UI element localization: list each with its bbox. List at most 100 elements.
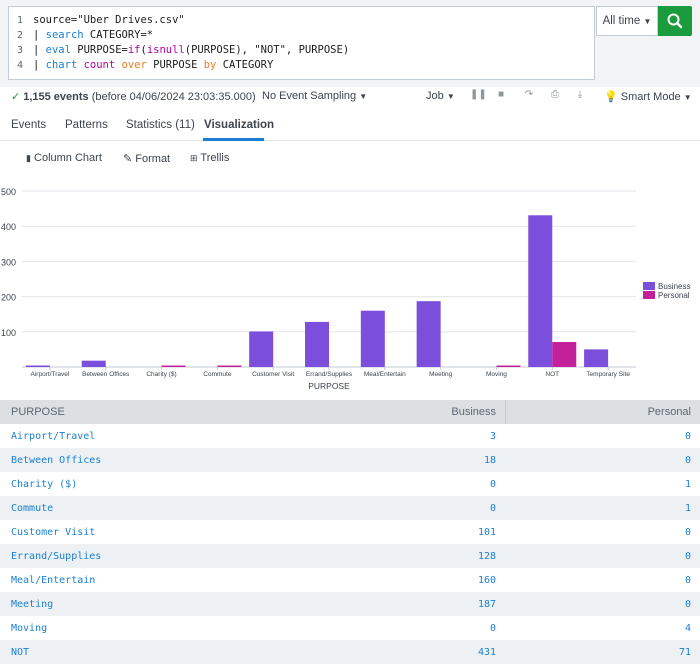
- business-cell[interactable]: 101: [477, 527, 496, 538]
- chart-type-button[interactable]: ▮ Column Chart: [26, 152, 102, 164]
- table-row[interactable]: Customer Visit 101 0: [0, 520, 700, 544]
- bar-business: [360, 310, 385, 367]
- search-mode-label: Smart Mode: [620, 91, 681, 103]
- column-header-business[interactable]: Business: [451, 406, 496, 418]
- legend-swatch: [643, 291, 655, 299]
- y-tick-label: 300: [1, 257, 16, 267]
- column-header-personal[interactable]: Personal: [647, 406, 691, 418]
- table-row[interactable]: Commute 0 1: [0, 496, 700, 520]
- x-tick-label: Charity ($): [146, 371, 176, 378]
- personal-cell[interactable]: 0: [684, 431, 691, 442]
- purpose-cell[interactable]: Between Offices: [11, 455, 102, 466]
- column-header-purpose[interactable]: PURPOSE: [11, 406, 65, 418]
- line-number: 4: [17, 60, 24, 71]
- caret-down-icon: ▼: [683, 93, 692, 102]
- x-tick-label: Customer Visit: [252, 371, 294, 378]
- active-tab-indicator: [203, 138, 264, 141]
- bar-business: [416, 301, 441, 367]
- time-range-picker[interactable]: All time ▼: [596, 6, 658, 36]
- x-tick-label: NOT: [545, 371, 559, 378]
- bar-business: [584, 349, 609, 367]
- purpose-cell[interactable]: Charity ($): [11, 479, 78, 490]
- legend-label: Business: [658, 282, 690, 291]
- job-menu[interactable]: Job ▼: [426, 90, 455, 102]
- tab-statistics[interactable]: Statistics (11): [126, 119, 195, 131]
- table-row[interactable]: Charity ($) 0 1: [0, 472, 700, 496]
- tab-patterns[interactable]: Patterns: [65, 119, 108, 131]
- results-tabs: Events Patterns Statistics (11) Visualiz…: [0, 111, 700, 141]
- business-cell[interactable]: 0: [489, 503, 496, 514]
- personal-cell[interactable]: 71: [678, 647, 691, 658]
- chart-type-label: Column Chart: [34, 152, 102, 164]
- personal-cell[interactable]: 1: [684, 479, 691, 490]
- print-icon[interactable]: ⎙: [551, 89, 559, 100]
- table-row[interactable]: Meeting 187 0: [0, 592, 700, 616]
- purpose-cell[interactable]: Airport/Travel: [11, 431, 96, 442]
- bar-personal: [161, 365, 186, 367]
- trellis-button[interactable]: ⊞ Trellis: [190, 152, 229, 164]
- purpose-cell[interactable]: Customer Visit: [11, 527, 96, 538]
- search-button[interactable]: [658, 6, 692, 36]
- purpose-cell[interactable]: Moving: [11, 623, 48, 634]
- personal-cell[interactable]: 1: [684, 503, 691, 514]
- business-cell[interactable]: 128: [477, 551, 496, 562]
- bar-business: [25, 365, 50, 367]
- table-row[interactable]: Meal/Entertain 160 0: [0, 568, 700, 592]
- y-tick-label: 400: [1, 222, 16, 232]
- x-tick-label: Temporary Site: [586, 371, 630, 378]
- business-cell[interactable]: 0: [489, 623, 496, 634]
- format-button[interactable]: ✎ Format: [123, 152, 170, 165]
- pause-icon[interactable]: ❚❚: [470, 89, 487, 100]
- y-tick-label: 200: [1, 293, 16, 303]
- share-icon[interactable]: ↷: [524, 89, 534, 100]
- business-cell[interactable]: 3: [489, 431, 496, 442]
- purpose-cell[interactable]: Meeting: [11, 599, 54, 610]
- export-icon[interactable]: ⤓: [577, 89, 583, 100]
- query-line-1: source="Uber Drives.csv": [33, 14, 185, 26]
- legend-swatch: [643, 282, 655, 290]
- visualization-toolbar: ▮ Column Chart ✎ Format ⊞ Trellis: [0, 148, 700, 170]
- event-count: ✓ 1,155 events (before 04/06/2024 23:03:3…: [11, 90, 256, 103]
- bar-personal: [552, 342, 577, 367]
- purpose-cell[interactable]: Commute: [11, 503, 54, 514]
- personal-cell[interactable]: 0: [684, 455, 691, 466]
- table-row[interactable]: Errand/Supplies 128 0: [0, 544, 700, 568]
- x-tick-label: Between Offices: [82, 371, 130, 378]
- business-cell[interactable]: 0: [489, 479, 496, 490]
- purpose-cell[interactable]: Errand/Supplies: [11, 551, 102, 562]
- search-icon: [667, 13, 683, 29]
- column-chart: 100 200 300 400 500 Airport/Travel Between Off…: [0, 178, 700, 400]
- tab-events[interactable]: Events: [11, 119, 47, 131]
- check-icon: ✓: [11, 91, 21, 103]
- table-row[interactable]: Moving 0 4: [0, 616, 700, 640]
- table-row[interactable]: Between Offices 18 0: [0, 448, 700, 472]
- format-label: Format: [135, 153, 171, 165]
- purpose-cell[interactable]: Meal/Entertain: [11, 575, 96, 586]
- stop-icon[interactable]: ■: [497, 89, 505, 100]
- y-tick-label: 500: [1, 187, 16, 197]
- pencil-icon: ✎: [123, 153, 133, 165]
- business-cell[interactable]: 18: [483, 455, 496, 466]
- search-mode-dropdown[interactable]: 💡 Smart Mode ▼: [604, 90, 692, 103]
- personal-cell[interactable]: 4: [684, 623, 691, 634]
- trellis-label: Trellis: [200, 152, 230, 164]
- business-cell[interactable]: 160: [477, 575, 496, 586]
- line-gutter: 1 2 3 4: [9, 7, 31, 79]
- table-row[interactable]: Airport/Travel 3 0: [0, 424, 700, 448]
- tab-visualization[interactable]: Visualization: [204, 119, 275, 131]
- caret-down-icon: ▼: [446, 92, 455, 101]
- line-number: 1: [17, 15, 24, 26]
- personal-cell[interactable]: 0: [684, 599, 691, 610]
- business-cell[interactable]: 187: [477, 599, 496, 610]
- search-editor[interactable]: 1 2 3 4 source="Uber Drives.csv" | searc…: [8, 6, 595, 80]
- event-count-value: 1,155 events: [23, 91, 89, 103]
- purpose-cell[interactable]: NOT: [11, 647, 30, 658]
- results-table: PURPOSE Business Personal Airport/Travel…: [0, 400, 700, 664]
- x-axis-title: PURPOSE: [308, 381, 350, 391]
- personal-cell[interactable]: 0: [684, 575, 691, 586]
- event-sampling-dropdown[interactable]: No Event Sampling ▼: [262, 90, 367, 102]
- business-cell[interactable]: 431: [477, 647, 496, 658]
- table-row[interactable]: NOT 431 71: [0, 640, 700, 664]
- personal-cell[interactable]: 0: [684, 527, 691, 538]
- personal-cell[interactable]: 0: [684, 551, 691, 562]
